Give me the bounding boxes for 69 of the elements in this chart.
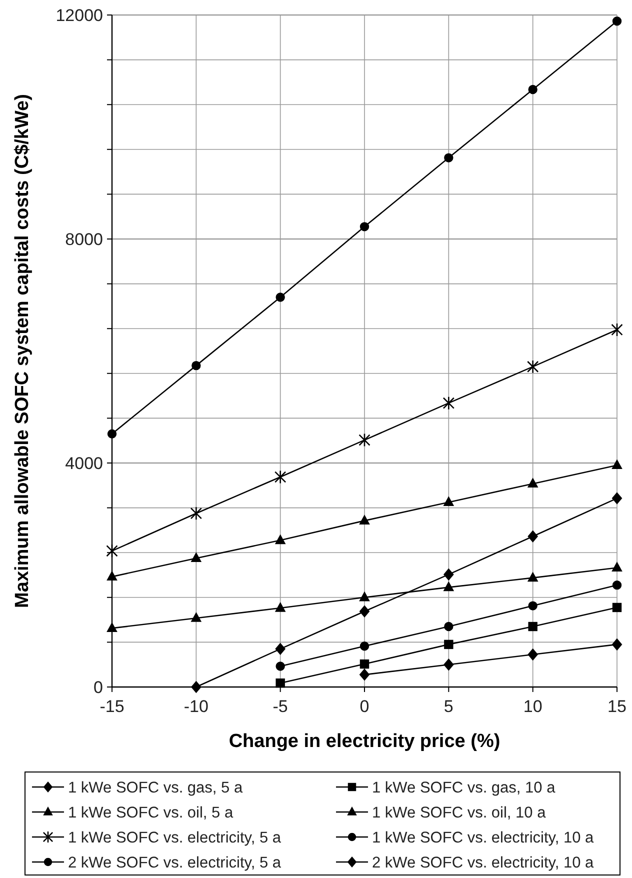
point [191, 552, 202, 562]
y-axis-title: Maximum allowable SOFC system capital costs (C$/kWe) [12, 94, 33, 608]
x-tick-label: 10 [523, 697, 542, 716]
point [612, 492, 622, 504]
point [442, 396, 455, 410]
point [612, 460, 622, 470]
point [360, 515, 370, 524]
point [528, 84, 538, 94]
point [611, 322, 623, 337]
x-tick-label: 5 [444, 697, 454, 716]
point [444, 496, 454, 506]
point [276, 292, 285, 302]
y-tick-label: 4000 [65, 454, 103, 473]
point [106, 544, 118, 558]
legend-label: 2 kWe SOFC vs. electricity, 10 a [372, 854, 594, 872]
legend-label: 1 kWe SOFC vs. electricity, 10 a [372, 829, 594, 846]
point [274, 470, 286, 484]
point [612, 638, 622, 650]
x-tick-label: -15 [100, 697, 124, 716]
point [528, 572, 538, 582]
point [444, 658, 454, 670]
y-tick-label: 8000 [65, 230, 103, 249]
point [275, 602, 286, 612]
point [190, 506, 202, 520]
point [360, 606, 370, 618]
legend-label: 1 kWe SOFC vs. gas, 10 a [372, 779, 556, 796]
x-axis-title: Change in electricity price (%) [228, 731, 500, 752]
x-tick-label: -10 [184, 697, 208, 716]
point [612, 562, 622, 572]
point [526, 360, 539, 374]
point [444, 582, 454, 592]
point [360, 659, 370, 669]
point [444, 640, 454, 650]
legend-label: 1 kWe SOFC vs. oil, 5 a [68, 804, 234, 822]
y-tick-label: 12000 [56, 6, 103, 25]
point [275, 534, 286, 544]
point [107, 429, 117, 438]
point [192, 360, 201, 370]
point [528, 601, 538, 610]
point [360, 222, 370, 232]
point [528, 530, 538, 542]
point [612, 602, 622, 612]
x-tick-label: 15 [608, 697, 626, 716]
point [360, 592, 370, 602]
point [275, 643, 286, 655]
point [360, 668, 370, 680]
legend-label: 1 kWe SOFC vs. oil, 10 a [372, 804, 546, 822]
point [107, 622, 117, 632]
point [358, 433, 370, 447]
point [444, 622, 454, 632]
point [612, 580, 622, 590]
x-tick-label: -5 [272, 697, 288, 716]
legend-label: 1 kWe SOFC vs. electricity, 5 a [68, 829, 282, 846]
point [444, 153, 454, 162]
point [528, 478, 538, 488]
point [276, 662, 285, 671]
legend-label: 1 kWe SOFC vs. gas, 5 a [68, 779, 243, 796]
x-tick-label: 0 [360, 697, 370, 716]
y-tick-label: 0 [94, 678, 103, 697]
point [191, 612, 202, 622]
point [276, 678, 285, 688]
point [191, 681, 202, 693]
point [612, 16, 622, 26]
legend-label: 2 kWe SOFC vs. electricity, 5 a [68, 854, 282, 872]
point [528, 648, 538, 660]
point [360, 642, 370, 651]
point [107, 571, 117, 580]
point [444, 568, 454, 580]
point [528, 622, 538, 632]
